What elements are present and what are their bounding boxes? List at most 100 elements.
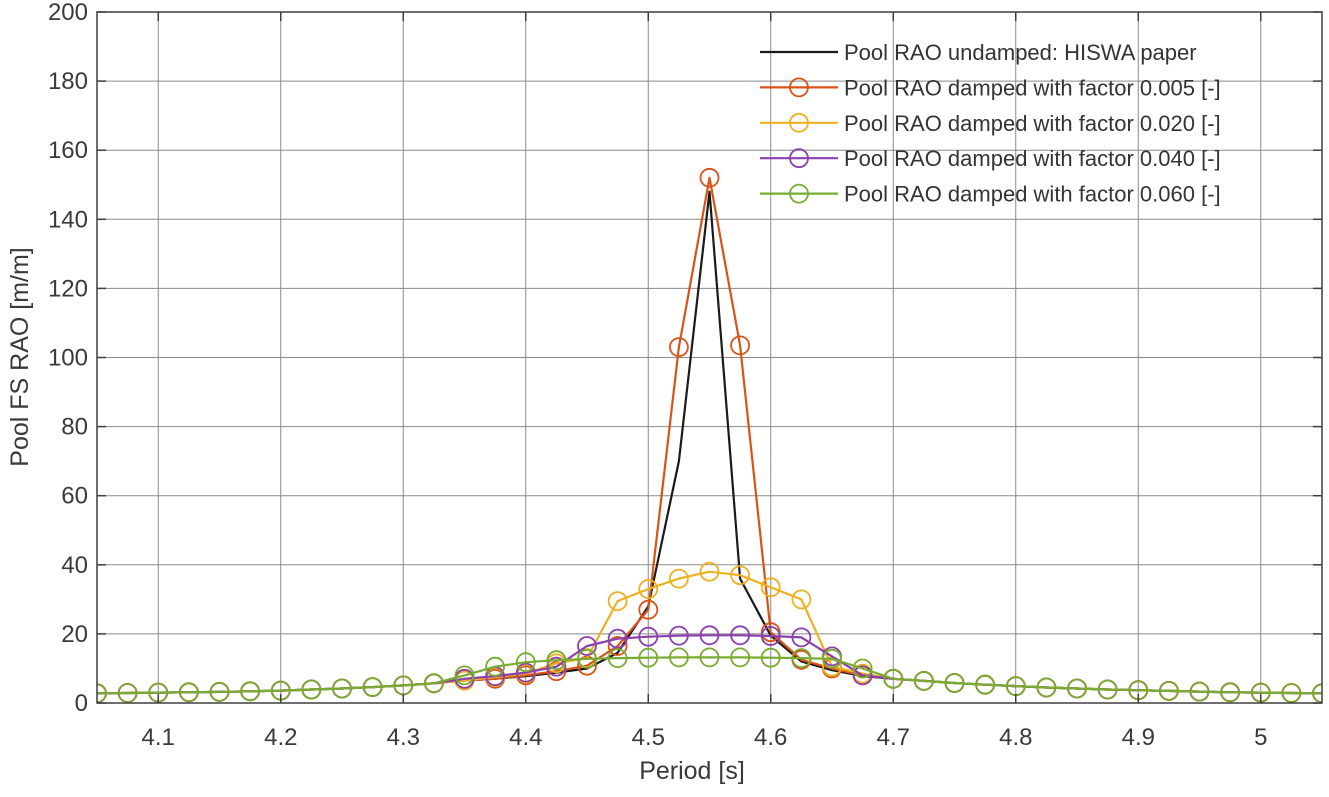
data-point-marker (822, 648, 842, 669)
x-tick-label: 4.8 (999, 724, 1032, 751)
y-tick-label: 120 (48, 275, 88, 302)
data-point-marker (1281, 683, 1302, 703)
data-point-marker (669, 337, 689, 358)
data-point-marker (301, 679, 322, 700)
data-point-marker (791, 589, 812, 610)
legend-entry-2: Pool RAO damped with factor 0.020 [-] (760, 111, 1221, 136)
data-point-marker (117, 683, 138, 703)
data-point-marker (577, 648, 597, 669)
legend-label: Pool RAO damped with factor 0.020 [-] (844, 111, 1221, 136)
data-point-marker (852, 665, 873, 686)
x-axis-label: Period [s] (639, 757, 745, 785)
data-point-marker (852, 658, 873, 679)
y-tick-label: 80 (61, 414, 88, 441)
data-point-marker (607, 648, 628, 668)
data-point-marker (240, 681, 261, 702)
tick-labels: 4.1 4.2 4.3 4.4 4.5 4.6 4.7 4.8 4.9 5 0 20 40 60 80 100… (48, 0, 1268, 751)
legend-marker (789, 112, 809, 133)
series-group (97, 167, 1322, 703)
y-tick-label: 40 (61, 552, 88, 579)
data-point-marker (607, 628, 628, 649)
data-point-marker (332, 678, 352, 699)
x-tick-label: 4.7 (877, 724, 910, 751)
data-point-marker (1189, 681, 1210, 702)
x-tick-label: 5 (1254, 724, 1267, 751)
data-point-marker (1067, 678, 1087, 699)
data-point-marker (669, 568, 689, 589)
data-point-marker (638, 579, 659, 599)
plot-border (96, 11, 1323, 704)
data-point-marker (209, 682, 230, 702)
series-1 (97, 167, 1322, 703)
legend: Pool RAO undamped: HISWA paper Pool RAO d… (760, 40, 1221, 207)
data-point-marker (546, 650, 567, 671)
series-4 (97, 647, 1322, 703)
data-point-marker (607, 591, 628, 611)
data-point-marker (638, 599, 659, 620)
data-point-marker (607, 636, 628, 656)
data-point-marker (699, 625, 720, 646)
data-point-marker (699, 647, 720, 668)
data-point-marker (638, 647, 659, 668)
y-tick-label: 200 (48, 0, 88, 26)
y-axis-label: Pool FS RAO [m/m] (6, 247, 34, 466)
x-tick-label: 4.1 (142, 724, 175, 751)
data-point-marker (975, 674, 995, 695)
data-point-marker (1097, 679, 1118, 700)
data-point-marker (760, 647, 781, 668)
data-point-marker (454, 665, 475, 686)
data-point-marker (760, 626, 781, 646)
y-tick-label: 140 (48, 206, 88, 233)
data-point-marker (914, 671, 934, 691)
series-line (97, 656, 1322, 695)
y-tick-label: 20 (61, 621, 88, 648)
series-2 (97, 561, 1322, 703)
x-tick-label: 4.6 (754, 724, 787, 751)
legend-marker (789, 148, 809, 169)
y-tick-label: 60 (61, 483, 88, 510)
data-point-marker (730, 647, 750, 668)
data-point-marker (515, 652, 536, 673)
y-tick-label: 160 (48, 137, 88, 164)
data-point-marker (1312, 683, 1322, 703)
legend-marker (789, 77, 809, 98)
tick-marks (97, 11, 1322, 704)
x-tick-label: 4.3 (387, 724, 420, 751)
y-tick-label: 100 (48, 345, 88, 372)
data-point-marker (760, 577, 781, 598)
legend-entry-4: Pool RAO damped with factor 0.060 [-] (760, 182, 1221, 207)
x-tick-label: 4.5 (632, 724, 665, 751)
data-point-marker (546, 656, 567, 677)
legend-label: Pool RAO undamped: HISWA paper (844, 40, 1197, 65)
data-point-marker (669, 625, 689, 646)
data-point-marker (485, 656, 506, 677)
data-point-marker (638, 626, 659, 647)
data-point-marker (577, 636, 597, 656)
data-point-marker (669, 647, 689, 668)
x-tick-label: 4.9 (1122, 724, 1155, 751)
gridlines (97, 12, 1322, 703)
data-point-marker (178, 682, 199, 703)
data-point-marker (883, 668, 904, 689)
data-point-marker (730, 565, 750, 586)
data-point-marker (791, 627, 812, 648)
legend-label: Pool RAO damped with factor 0.040 [-] (844, 146, 1221, 171)
data-point-marker (362, 677, 383, 697)
legend-entry-3: Pool RAO damped with factor 0.040 [-] (760, 146, 1221, 171)
data-point-marker (423, 673, 444, 694)
legend-entry-1: Pool RAO damped with factor 0.005 [-] (760, 75, 1221, 100)
data-point-marker (730, 625, 750, 646)
data-point-marker (97, 683, 107, 703)
legend-marker (789, 183, 809, 204)
data-point-marker (730, 335, 750, 356)
data-point-marker (944, 673, 965, 693)
data-point-marker (699, 561, 720, 582)
legend-label: Pool RAO damped with factor 0.060 [-] (844, 182, 1221, 207)
x-tick-label: 4.2 (264, 724, 297, 751)
data-point-marker (1220, 682, 1240, 703)
data-point-marker (699, 167, 720, 188)
data-point-marker (1159, 681, 1179, 701)
x-tick-label: 4.4 (509, 724, 542, 751)
